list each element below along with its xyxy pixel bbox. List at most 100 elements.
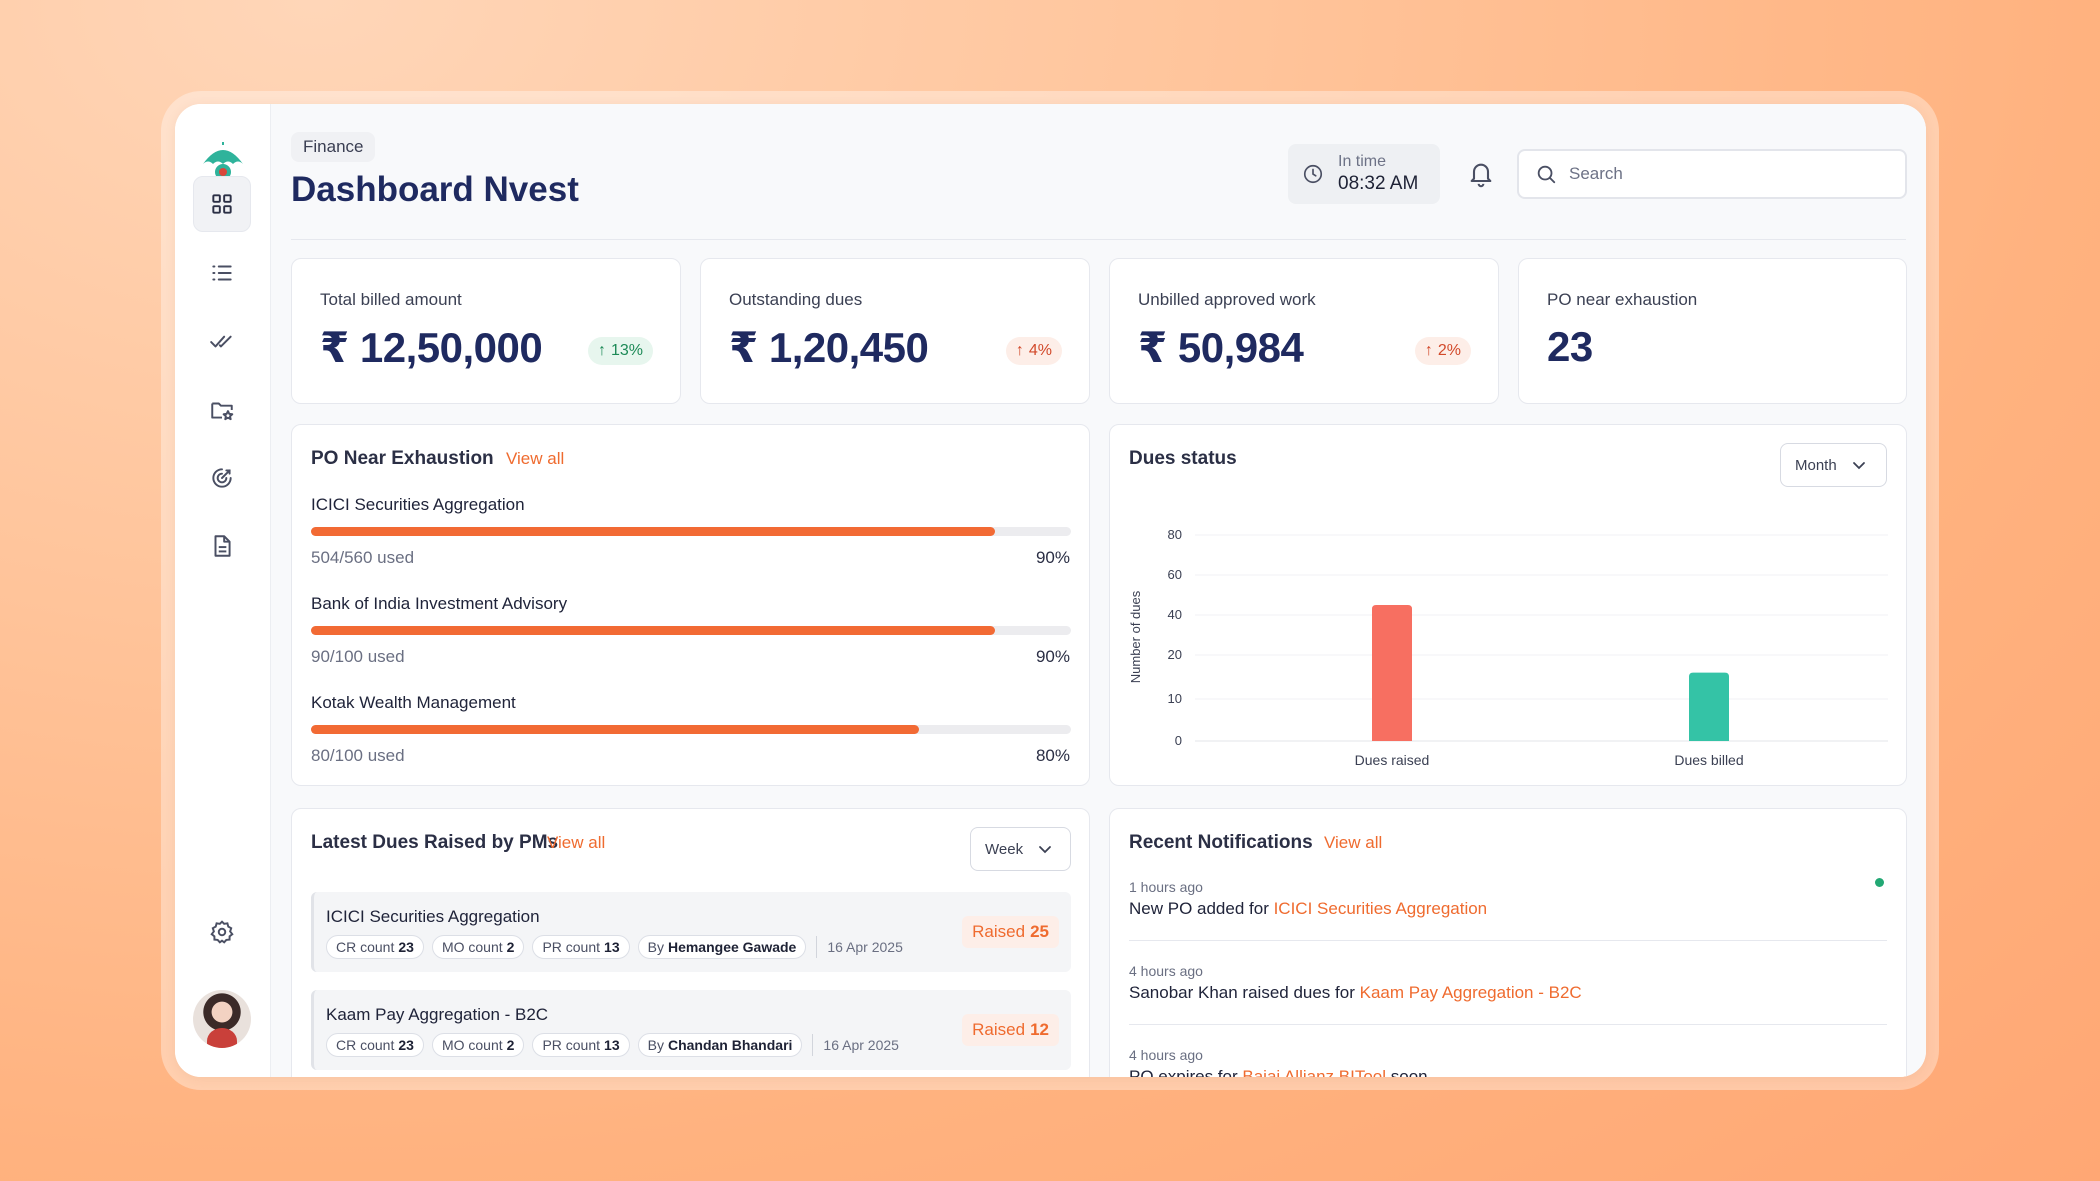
po-progress-bar [311,626,1071,635]
dues-status-chart: 0 10 20 40 60 80 Number of dues Dues raised Dues… [1128,527,1888,768]
bar-dues-billed [1689,672,1729,741]
cr-count-chip: CR count 23 [326,935,424,959]
po-percent: 90% [1035,647,1070,666]
avatar[interactable] [193,990,251,1048]
chevron-down-icon [1039,846,1051,854]
y-tick-label: 10 [1168,691,1182,706]
raised-by-chip: By Chandan Bhandari [637,1033,803,1057]
stat-value: 23 [1547,323,1593,370]
search-input[interactable] [1569,164,1889,184]
notification-link[interactable]: Kaam Pay Aggregation - B2C [1359,983,1582,1002]
raised-by-chip: By Hemangee Gawade [637,935,807,959]
stat-value: ₹ 1,20,450 [729,324,929,371]
bell-icon[interactable] [1467,160,1495,188]
pr-count-chip: PR count 13 [532,1033,630,1057]
y-tick-label: 60 [1168,567,1182,582]
stat-card-po-exhaustion: PO near exhaustion 23 [1518,258,1907,404]
po-progress-fill [311,527,995,536]
target-icon [212,468,232,488]
arrow-up-icon: ↑ [597,342,606,359]
notification-text[interactable]: New PO added for ICICI Securities Aggreg… [1129,899,1488,918]
po-used: 504/560 used [311,548,415,567]
sidebar [175,104,271,1077]
gear-icon [210,920,234,944]
search-box[interactable] [1517,149,1907,199]
sidebar-item-folders[interactable] [193,382,251,438]
sidebar-item-documents[interactable] [193,518,251,574]
trend-value: 13% [610,342,643,359]
dropdown-value: Week [985,840,1024,858]
view-all-link[interactable]: View all [1324,833,1383,852]
x-category-label: Dues billed [1674,752,1743,768]
po-exhaustion-card: PO Near Exhaustion View all ICICI Securi… [291,424,1090,786]
latest-dues-card: Latest Dues Raised by PMs View all Week … [291,808,1090,1077]
bar-dues-raised [1372,605,1412,741]
notification-link[interactable]: ICICI Securities Aggregation [1273,899,1488,918]
umbrella-logo-icon [203,142,243,180]
view-all-link[interactable]: View all [547,833,606,852]
stat-card-outstanding-dues: Outstanding dues ₹ 1,20,450 ↑ 4% [700,258,1090,404]
app-window: Finance Dashboard Nvest In time 08:32 AM… [175,104,1926,1077]
divider [812,1034,814,1056]
grid-icon [212,194,232,214]
section-title: Latest Dues Raised by PMs [311,832,559,853]
in-time-label: In time [1338,153,1387,170]
x-category-label: Dues raised [1355,752,1430,768]
sidebar-item-list[interactable] [193,245,251,301]
notification-text[interactable]: PO expires for Bajaj Allianz BITool soon [1129,1067,1428,1077]
po-name: Bank of India Investment Advisory [311,594,568,613]
unread-dot [1875,878,1884,887]
po-progress-fill [311,725,919,734]
y-tick-label: 40 [1168,607,1182,622]
notification-time: 4 hours ago [1129,963,1203,979]
section-title: Dues status [1129,448,1237,469]
arrow-up-icon: ↑ [1424,342,1433,359]
po-used: 80/100 used [311,746,405,765]
stat-label: Unbilled approved work [1138,290,1316,309]
y-tick-label: 80 [1168,527,1182,542]
in-time-widget: In time 08:32 AM [1288,144,1440,204]
stat-card-unbilled-work: Unbilled approved work ₹ 50,984 ↑ 2% [1109,258,1499,404]
pr-count-chip: PR count 13 [532,935,630,959]
divider [1129,1024,1887,1025]
po-name: Kotak Wealth Management [311,693,516,712]
po-progress-bar [311,725,1071,734]
notification-time: 1 hours ago [1129,879,1203,895]
sidebar-item-targets[interactable] [193,450,251,506]
section-title: PO Near Exhaustion [311,448,494,469]
sidebar-item-settings[interactable] [193,904,251,960]
po-progress-bar [311,527,1071,536]
week-dropdown[interactable]: Week [970,827,1071,871]
trend-badge: ↑ 13% [587,337,653,365]
due-name: ICICI Securities Aggregation [326,907,540,926]
month-dropdown[interactable]: Month [1780,443,1887,487]
trend-value: 2% [1437,342,1461,359]
folder-star-icon [211,402,234,421]
due-date: 16 Apr 2025 [827,939,903,955]
stat-value: ₹ 12,50,000 [320,324,543,371]
due-name: Kaam Pay Aggregation - B2C [326,1005,549,1024]
notification-text[interactable]: Sanobar Khan raised dues for Kaam Pay Ag… [1129,983,1582,1002]
sidebar-item-approvals[interactable] [193,313,251,369]
search-icon [1537,165,1556,184]
main-content: Finance Dashboard Nvest In time 08:32 AM… [271,104,1926,1077]
po-percent: 90% [1035,548,1070,567]
trend-badge: ↑ 4% [1005,337,1062,365]
due-item[interactable]: ICICI Securities Aggregation CR count 23 … [311,892,1071,972]
sidebar-item-dashboard[interactable] [193,176,251,232]
due-item[interactable]: Kaam Pay Aggregation - B2C CR count 23 MO… [311,990,1071,1070]
chevron-down-icon [1852,462,1865,470]
breadcrumb[interactable]: Finance [291,132,376,162]
cr-count-chip: CR count 23 [326,1033,424,1057]
notifications-card: Recent Notifications View all 1 hours ag… [1109,808,1907,1077]
section-title: Recent Notifications [1129,832,1313,853]
mo-count-chip: MO count 2 [431,1033,525,1057]
stat-value: ₹ 50,984 [1138,324,1304,371]
mo-count-chip: MO count 2 [431,935,525,959]
y-tick-label: 20 [1168,647,1182,662]
notification-link[interactable]: Bajaj Allianz BITool [1242,1067,1387,1077]
stat-label: PO near exhaustion [1547,290,1698,309]
dues-status-card: Dues status Month 0 10 20 40 60 80 Number of d… [1109,424,1907,786]
view-all-link[interactable]: View all [506,449,565,468]
dropdown-value: Month [1795,456,1837,474]
